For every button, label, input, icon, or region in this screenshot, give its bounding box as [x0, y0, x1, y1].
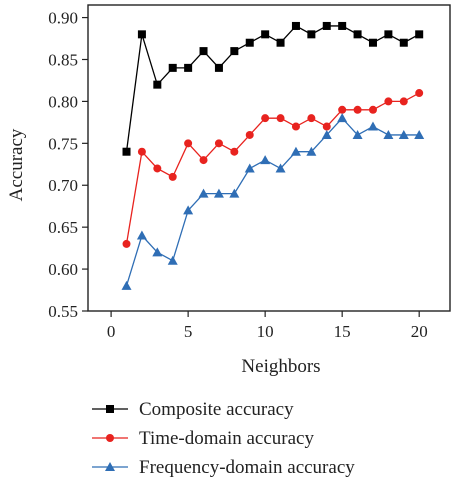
data-point [321, 129, 332, 139]
data-point [244, 163, 255, 173]
legend-marker [106, 405, 114, 413]
data-point [137, 30, 146, 39]
data-point [399, 38, 408, 47]
legend-entry: Frequency-domain accuracy [92, 457, 355, 478]
data-point [337, 113, 348, 123]
data-point [306, 146, 317, 156]
data-point [414, 129, 425, 139]
data-point [290, 146, 301, 156]
data-point [353, 105, 362, 114]
axes: 0.55 0.60 0.65 0.70 0.75 0.80 0.85 0.90 0 5 10 15 20 [48, 4, 451, 341]
data-point [338, 21, 347, 30]
data-point [168, 63, 177, 72]
data-point [261, 114, 270, 123]
data-point [230, 147, 239, 156]
plot-frame [87, 4, 451, 312]
series-2 [121, 113, 425, 290]
data-point [245, 38, 254, 47]
series-0 [122, 21, 424, 156]
data-point [384, 97, 393, 106]
legend-label: Composite accuracy [139, 399, 294, 420]
data-point [307, 30, 316, 39]
data-point [184, 63, 193, 72]
data-point [153, 164, 162, 173]
data-point [261, 30, 270, 39]
series-1 [122, 89, 424, 248]
data-point [398, 129, 409, 139]
data-point [276, 38, 285, 47]
y-tick-label: 0.75 [48, 134, 78, 153]
data-point [122, 147, 131, 156]
data-point [230, 47, 239, 56]
legend-label: Frequency-domain accuracy [139, 457, 355, 478]
data-point [367, 121, 378, 131]
y-tick-label: 0.90 [48, 9, 78, 28]
data-point [153, 80, 162, 89]
data-point [322, 122, 331, 131]
data-point [368, 38, 377, 47]
y-tick-label: 0.60 [48, 260, 78, 279]
data-point [213, 188, 224, 198]
data-point [338, 105, 347, 114]
legend-marker [106, 434, 114, 442]
data-point [122, 239, 131, 248]
series-layer [121, 21, 425, 290]
x-axis-title: Neighbors [241, 356, 320, 377]
data-point [245, 130, 254, 139]
x-tick-label: 10 [257, 322, 274, 341]
data-point [307, 114, 316, 123]
x-tick-label: 0 [107, 322, 116, 341]
data-point [183, 205, 194, 215]
data-point [415, 30, 424, 39]
data-point [168, 172, 177, 181]
data-point [121, 280, 132, 290]
data-point [275, 163, 286, 173]
data-point [136, 230, 147, 240]
data-point [383, 129, 394, 139]
y-tick-label: 0.70 [48, 176, 78, 195]
data-point [184, 139, 193, 148]
y-axis-title: Accuracy [6, 128, 27, 201]
legend-entry: Time-domain accuracy [92, 428, 314, 449]
data-point [198, 188, 209, 198]
legend-entry: Composite accuracy [92, 399, 294, 420]
data-point [322, 21, 331, 30]
data-point [229, 188, 240, 198]
series-line [125, 92, 420, 245]
data-point [167, 255, 178, 265]
data-point [152, 247, 163, 257]
data-point [353, 30, 362, 39]
x-tick-label: 5 [184, 322, 193, 341]
data-point [352, 129, 363, 139]
y-tick-label: 0.65 [48, 218, 78, 237]
x-tick-label: 15 [334, 322, 351, 341]
data-point [137, 147, 146, 156]
y-tick-label: 0.80 [48, 92, 78, 111]
data-point [384, 30, 393, 39]
data-point [399, 97, 408, 106]
data-point [415, 89, 424, 98]
data-point [260, 155, 271, 165]
data-point [276, 114, 285, 123]
y-tick-label: 0.55 [48, 302, 78, 321]
data-point [199, 156, 208, 165]
legend-label: Time-domain accuracy [139, 428, 314, 449]
data-point [368, 105, 377, 114]
data-point [214, 63, 223, 72]
data-point [291, 122, 300, 131]
legend: Composite accuracy Time-domain accuracy Fr… [92, 399, 355, 478]
data-point [214, 139, 223, 148]
x-tick-label: 20 [411, 322, 428, 341]
legend-marker [105, 462, 115, 471]
data-point [199, 47, 208, 56]
data-point [291, 21, 300, 30]
y-tick-label: 0.85 [48, 50, 78, 69]
